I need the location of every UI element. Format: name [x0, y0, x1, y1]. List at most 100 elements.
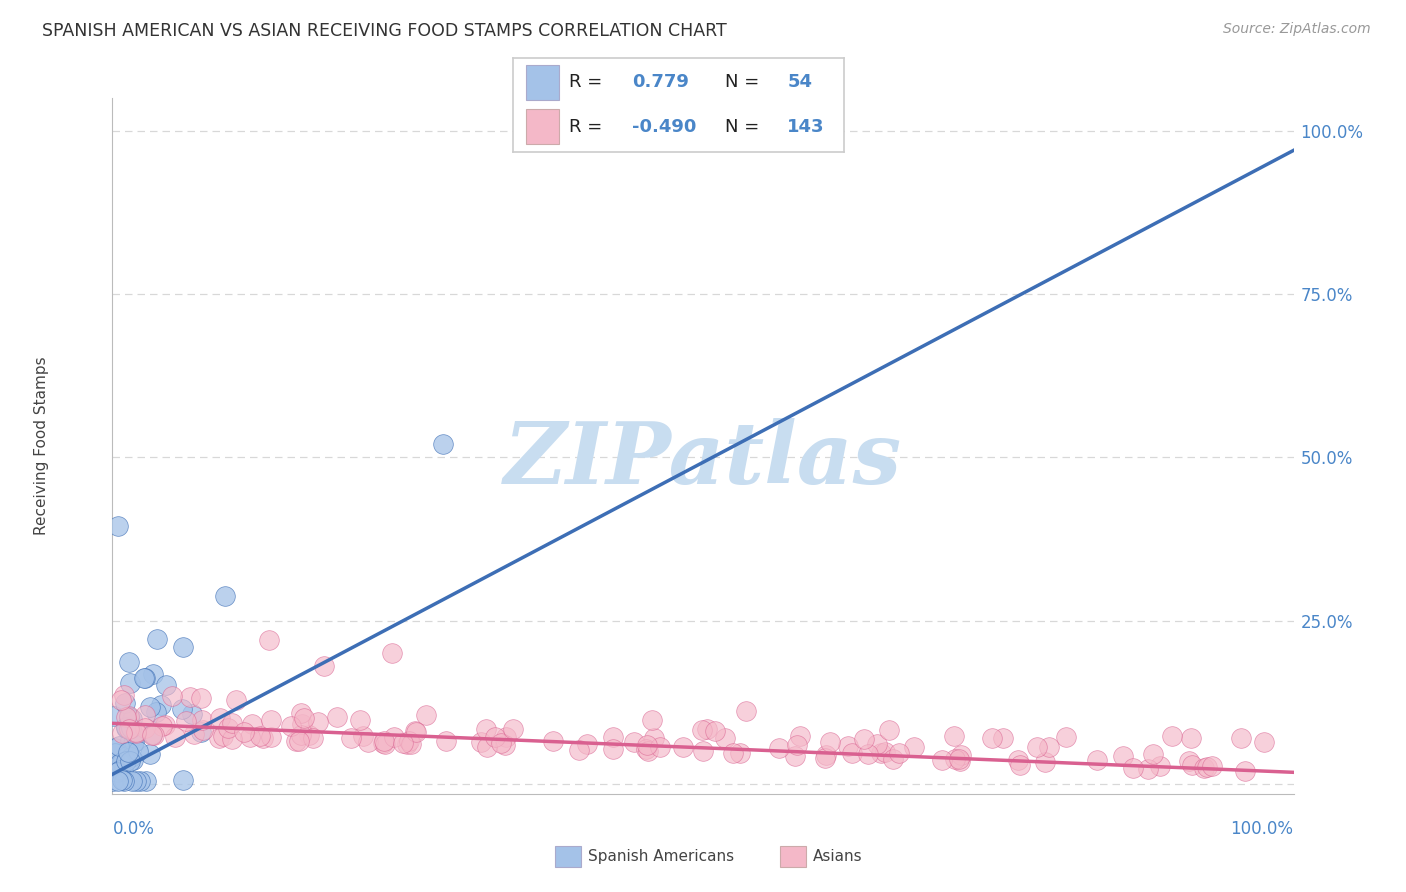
- Text: SPANISH AMERICAN VS ASIAN RECEIVING FOOD STAMPS CORRELATION CHART: SPANISH AMERICAN VS ASIAN RECEIVING FOOD…: [42, 22, 727, 40]
- Point: [163, 730, 186, 744]
- Point: [307, 714, 329, 729]
- Point: [789, 729, 811, 743]
- Point: [399, 737, 422, 751]
- Point: [326, 710, 349, 724]
- Text: Spanish Americans: Spanish Americans: [588, 849, 734, 863]
- Point: [214, 589, 236, 603]
- Point: [1026, 739, 1049, 754]
- Point: [104, 746, 127, 760]
- Point: [713, 731, 735, 746]
- Point: [339, 731, 361, 745]
- Point: [141, 728, 163, 742]
- Point: [623, 734, 645, 748]
- Point: [396, 737, 419, 751]
- Point: [949, 754, 972, 768]
- Point: [1035, 755, 1057, 769]
- Point: [349, 714, 371, 728]
- Point: [1085, 753, 1108, 767]
- Point: [117, 745, 139, 759]
- Point: [634, 742, 657, 756]
- Point: [980, 731, 1002, 746]
- Point: [118, 722, 141, 736]
- Point: [141, 726, 163, 740]
- Point: [494, 739, 516, 753]
- Point: [285, 733, 308, 747]
- Point: [115, 754, 138, 768]
- Point: [111, 764, 134, 778]
- Point: [118, 656, 141, 670]
- Point: [875, 745, 897, 759]
- Point: [115, 749, 138, 764]
- Point: [122, 753, 145, 767]
- Point: [837, 739, 859, 753]
- Point: [139, 747, 162, 761]
- Point: [118, 732, 141, 747]
- Point: [502, 722, 524, 736]
- Text: 100.0%: 100.0%: [1230, 820, 1294, 838]
- Text: Source: ZipAtlas.com: Source: ZipAtlas.com: [1223, 22, 1371, 37]
- Point: [735, 704, 758, 718]
- Point: [211, 729, 233, 743]
- Point: [179, 690, 201, 704]
- Point: [117, 709, 139, 723]
- Text: 0.0%: 0.0%: [112, 820, 155, 838]
- Text: -0.490: -0.490: [633, 119, 696, 136]
- Point: [949, 748, 972, 763]
- Text: 0.779: 0.779: [633, 73, 689, 91]
- Point: [405, 724, 427, 739]
- Point: [380, 647, 402, 661]
- Point: [135, 773, 157, 788]
- Point: [183, 726, 205, 740]
- Point: [841, 747, 863, 761]
- Point: [155, 718, 177, 732]
- Point: [239, 730, 262, 744]
- Point: [124, 735, 146, 749]
- Point: [943, 729, 966, 743]
- Point: [948, 752, 970, 766]
- Point: [252, 731, 274, 745]
- Point: [125, 773, 148, 788]
- Point: [143, 728, 166, 742]
- Point: [352, 729, 374, 743]
- Point: [484, 730, 506, 744]
- Point: [217, 722, 239, 736]
- Point: [128, 773, 150, 788]
- Point: [139, 699, 162, 714]
- Point: [172, 773, 194, 788]
- Point: [1197, 760, 1219, 774]
- Point: [257, 633, 280, 648]
- Point: [110, 693, 132, 707]
- Point: [785, 748, 807, 763]
- Point: [120, 721, 142, 735]
- Point: [1230, 731, 1253, 746]
- Point: [870, 746, 893, 760]
- Text: Asians: Asians: [813, 849, 862, 863]
- Point: [105, 765, 128, 780]
- Point: [475, 722, 498, 736]
- Point: [121, 712, 143, 726]
- Point: [1010, 757, 1032, 772]
- Point: [489, 736, 512, 750]
- Point: [690, 723, 713, 738]
- Point: [209, 711, 232, 725]
- Point: [287, 733, 309, 747]
- Point: [127, 744, 149, 758]
- Point: [1181, 757, 1204, 772]
- Point: [120, 676, 142, 690]
- Point: [672, 740, 695, 755]
- Point: [1233, 764, 1256, 778]
- Point: [541, 733, 564, 747]
- Point: [122, 736, 145, 750]
- Point: [382, 731, 405, 745]
- Point: [124, 725, 146, 739]
- Point: [134, 672, 156, 686]
- Point: [636, 739, 658, 753]
- Point: [190, 691, 212, 706]
- Point: [1201, 758, 1223, 772]
- Point: [692, 744, 714, 758]
- Point: [221, 715, 243, 730]
- Point: [290, 728, 312, 742]
- Point: [150, 719, 173, 733]
- Point: [432, 437, 454, 451]
- Point: [191, 723, 214, 737]
